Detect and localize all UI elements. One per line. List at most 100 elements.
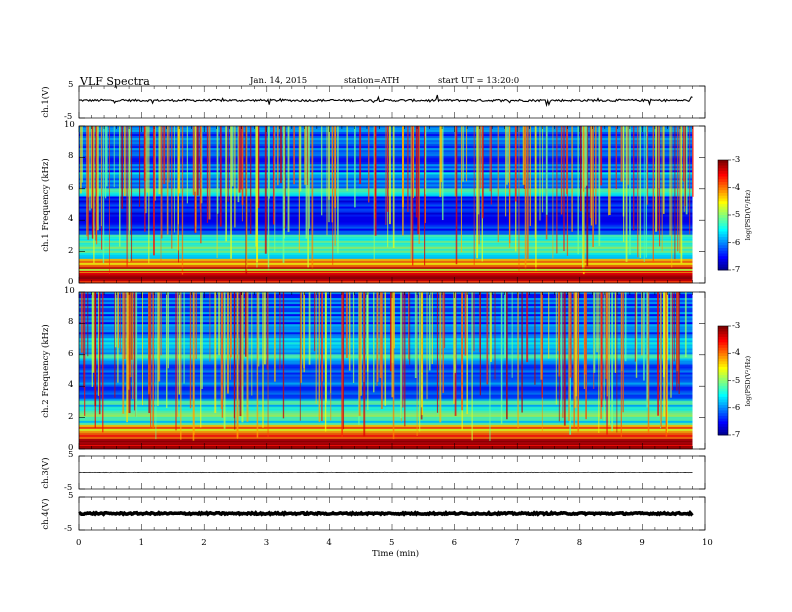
sferic-streak — [334, 126, 336, 246]
sferic-streak — [616, 292, 618, 433]
colorbar-segment — [718, 429, 728, 433]
sferic-streak — [486, 292, 489, 385]
sferic-streak — [314, 292, 316, 352]
sferic-streak — [321, 292, 323, 422]
ch1-spectrogram-panel — [78, 125, 731, 284]
sferic-streak — [412, 126, 414, 266]
sferic-streak — [568, 292, 570, 421]
sferic-streak — [665, 292, 667, 348]
colorbar-segment — [718, 326, 728, 330]
colorbar-label: log(PSD(V²/Hz) — [744, 189, 752, 241]
sferic-streak — [569, 292, 572, 378]
sferic-streak — [121, 126, 124, 209]
frequency-band — [79, 252, 693, 256]
sferic-streak — [267, 292, 269, 438]
sferic-streak — [555, 292, 557, 405]
sferic-streak — [522, 126, 525, 185]
sferic-streak — [646, 126, 649, 205]
colorbar-segment — [718, 328, 728, 332]
sferic-streak — [135, 292, 138, 418]
sferic-streak — [102, 126, 105, 264]
sferic-streak — [114, 292, 117, 348]
sferic-streak — [250, 126, 252, 234]
vlf-transmitter-line — [79, 441, 693, 443]
sferic-streak — [96, 126, 99, 231]
sferic-streak — [431, 292, 433, 365]
sferic-streak — [219, 126, 222, 227]
colorbar-segment — [718, 407, 728, 411]
sferic-streak — [266, 292, 268, 370]
frequency-band — [79, 420, 693, 424]
sferic-streak — [128, 292, 131, 414]
sferic-streak — [126, 292, 129, 423]
sferic-streak — [223, 292, 226, 429]
sferic-streak — [363, 292, 366, 437]
colorbar-segment — [718, 385, 728, 390]
sferic-streak — [144, 126, 147, 214]
sferic-streak — [209, 292, 211, 362]
vlf-transmitter-line — [79, 267, 693, 269]
sferic-streak — [341, 292, 344, 438]
colorbar-segment — [718, 187, 728, 191]
sferic-streak — [80, 292, 83, 353]
ch3-waveform-trace — [78, 471, 693, 474]
colorbar-segment — [718, 160, 728, 164]
colorbar-tick-label: -5 — [732, 210, 741, 220]
colorbar-segment — [718, 267, 728, 271]
colorbar-segment — [718, 168, 728, 172]
sferic-streak — [473, 126, 475, 266]
sferic-streak — [412, 126, 415, 198]
colorbar-segment — [718, 361, 728, 365]
sferic-streak — [506, 126, 508, 185]
sferic-streak — [315, 292, 317, 404]
frequency-band — [79, 242, 693, 246]
sferic-streak — [595, 126, 597, 225]
sferic-streak — [308, 292, 311, 365]
sferic-streak — [348, 292, 351, 371]
y-tick-label: 6 — [68, 182, 74, 193]
sferic-streak — [524, 126, 527, 270]
y-tick-label: 2 — [68, 245, 74, 256]
sferic-streak — [242, 292, 244, 387]
x-tick-label: 1 — [138, 538, 145, 548]
sferic-streak — [643, 126, 645, 262]
sferic-streak — [539, 126, 541, 221]
y-tick-label: 4 — [68, 380, 74, 391]
sferic-streak — [377, 292, 379, 382]
sferic-streak — [540, 292, 543, 380]
frequency-band — [79, 254, 693, 258]
sferic-streak — [680, 126, 683, 264]
frequency-band — [79, 248, 693, 252]
y-tick-label: 10 — [64, 286, 75, 296]
frequency-band — [79, 244, 693, 248]
colorbar-segment — [718, 388, 728, 392]
sferic-streak — [83, 292, 85, 389]
colorbar-tick-label: -3 — [732, 155, 741, 165]
sferic-streak — [408, 292, 409, 360]
sferic-streak — [152, 126, 155, 256]
sferic-streak — [479, 292, 481, 396]
sferic-streak — [635, 292, 638, 378]
y-tick-label: 5 — [68, 450, 74, 460]
colorbar-segment — [718, 421, 728, 425]
sferic-streak — [497, 126, 499, 243]
sferic-streak — [598, 292, 600, 433]
colorbar-segment — [718, 334, 728, 338]
sferic-streak — [684, 126, 686, 207]
colorbar-segment — [718, 184, 728, 188]
sferic-streak — [90, 126, 93, 209]
sferic-streak — [358, 292, 361, 416]
colorbar-segment — [718, 366, 728, 370]
frequency-band — [79, 424, 693, 428]
sferic-streak — [505, 292, 508, 420]
sferic-streak — [684, 292, 687, 358]
sferic-streak — [328, 126, 330, 223]
sferic-streak — [623, 126, 625, 242]
y-tick-label: 0 — [68, 443, 74, 453]
sferic-streak — [504, 292, 506, 358]
sferic-streak — [647, 292, 650, 433]
sferic-streak — [580, 126, 582, 212]
sferic-streak — [177, 292, 178, 417]
sferic-streak — [460, 126, 462, 253]
sferic-streak — [133, 292, 136, 411]
